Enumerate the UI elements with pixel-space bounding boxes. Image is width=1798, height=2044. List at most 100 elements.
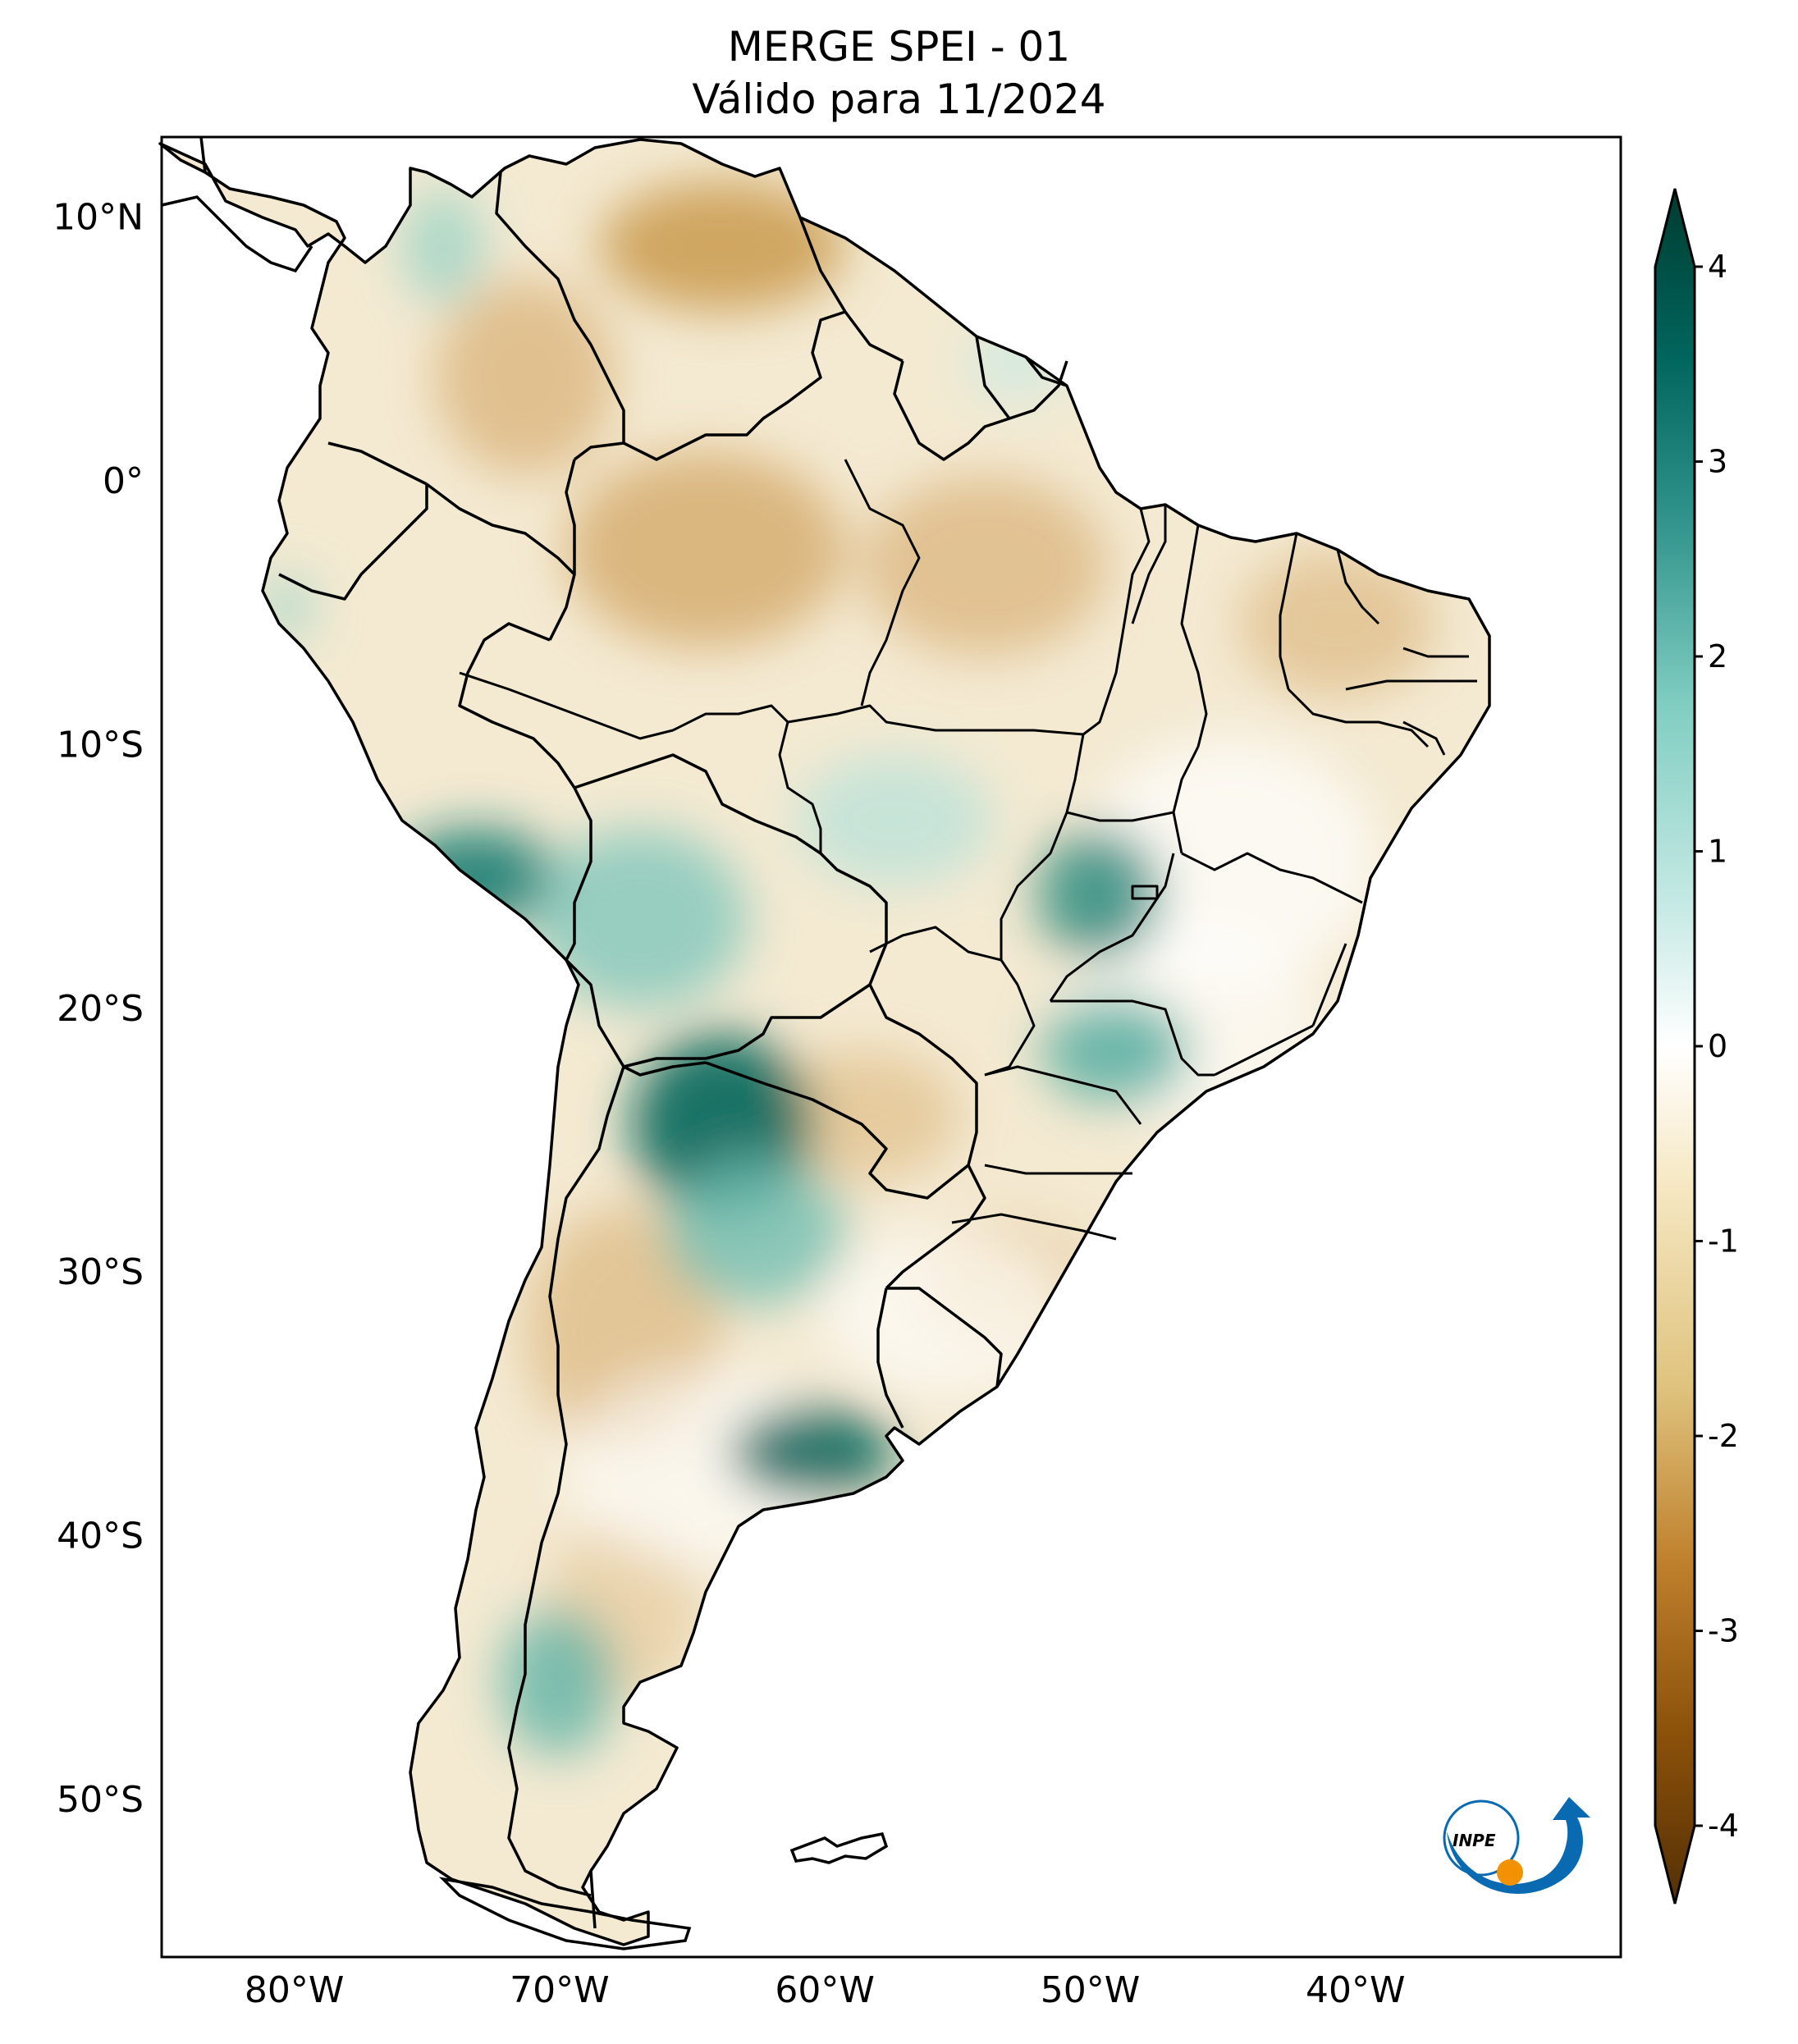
colorbar-ticks: 4 3 2 1 0 -1 -2 -3 -4 (1695, 249, 1739, 1844)
wet-patch-sao-paulo (1042, 997, 1190, 1104)
border-colombia-peru (425, 482, 576, 576)
state-border-paraiba-pernambuco (1345, 679, 1477, 691)
border-paraguay-brazil (868, 984, 978, 1166)
state-border-amazonas-mato-grosso (787, 704, 1084, 736)
state-border-para-tocantins (1082, 508, 1151, 736)
state-border-santa-catarina-rs (951, 1213, 1117, 1241)
state-borders (459, 459, 1477, 1241)
wet-patch-argentina-north (665, 1157, 845, 1305)
colorbar-tick-label: 2 (1708, 638, 1727, 674)
border-suriname-guiana (975, 336, 1068, 420)
state-border-sao-paulo-parana (984, 1065, 1142, 1125)
border-venezuela-guyana (798, 217, 904, 363)
state-border-goias-mato-grosso (1000, 812, 1068, 960)
lon-tick-label: 60°W (775, 1969, 875, 2011)
state-border-minas-rio (1214, 1024, 1314, 1077)
lon-tick-label: 40°W (1306, 1969, 1406, 2011)
state-border-goias-minas (1049, 853, 1175, 1002)
lat-tick-label: 10°N (53, 196, 144, 238)
state-border-piaui-ceara (1279, 533, 1298, 690)
border-guiana-brazil (1024, 355, 1068, 387)
central-america-outline (161, 195, 313, 273)
state-border-tocantins-bahia (1172, 746, 1200, 854)
state-border-minas-espirito-santo (1311, 943, 1347, 1027)
colorbar-tick-label: -3 (1708, 1613, 1739, 1649)
border-paraguay-argentina (705, 1061, 970, 1200)
border-ecuador-peru (278, 484, 428, 601)
lon-tick-label: 70°W (510, 1969, 610, 2011)
dry-patch-venezuela (599, 181, 845, 312)
state-border-ceara-rn (1336, 549, 1380, 625)
lon-tick-label: 50°W (1041, 1969, 1141, 2011)
longitude-ticks: 80°W 70°W 60°W 50°W 40°W (245, 1969, 1406, 2011)
border-colombia-venezuela (495, 171, 625, 461)
state-border-rondonia-mato-grosso (778, 721, 822, 853)
state-border-para-maranhao (1131, 505, 1167, 624)
border-argentina-brazil (885, 1164, 986, 1290)
border-chile-argentina (507, 1066, 625, 1897)
country-borders (278, 171, 1068, 1929)
neutral-patch-south (821, 1231, 1067, 1395)
lat-tick-label: 40°S (57, 1516, 144, 1557)
state-border-rn-paraiba (1402, 647, 1469, 658)
map-title-line2: Válido para 11/2024 (692, 75, 1106, 123)
inpe-logo-swoosh (1447, 1797, 1590, 1894)
lat-tick-label: 30°S (57, 1251, 144, 1293)
lat-tick-label: 0° (103, 460, 144, 502)
wet-patch-colombia-coast (402, 189, 484, 304)
dry-patch-colombia (435, 279, 615, 476)
dry-patch-northeast (1239, 550, 1436, 697)
colorbar-body (1654, 188, 1696, 1905)
dry-patch-amazon-west (566, 451, 845, 648)
border-bolivia-argentina (623, 1061, 707, 1077)
border-colombia-ecuador (327, 441, 428, 486)
lat-tick-label: 20°S (57, 988, 144, 1030)
colorbar-tick-label: 0 (1708, 1028, 1727, 1064)
colorbar-tick-label: -2 (1708, 1418, 1739, 1454)
lat-tick-label: 10°S (57, 724, 144, 766)
border-tierra-del-fuego (589, 1870, 597, 1929)
state-border-pernambuco-bahia (1287, 688, 1430, 748)
state-border-bahia-minas (1181, 852, 1363, 904)
falkland-islands (789, 1831, 889, 1864)
dry-patch-paraguay (763, 1050, 960, 1182)
inpe-logo-orbit (1443, 1799, 1520, 1877)
state-border-parana-santa-catarina (984, 1164, 1132, 1175)
colorbar: 4 3 2 1 0 -1 -2 -3 -4 (1654, 188, 1739, 1905)
border-argentina-uruguay (876, 1287, 904, 1429)
central-america-coast (199, 136, 207, 173)
colorbar-tick-label: -4 (1708, 1808, 1739, 1844)
border-venezuela-brazil (623, 310, 846, 461)
wet-patch-patagonia (501, 1608, 615, 1756)
state-border-tocantins-goias (1066, 811, 1174, 822)
border-peru-brazil (458, 622, 576, 789)
spei-anomalies (263, 181, 1436, 1756)
map-title-line1: MERGE SPEI - 01 (727, 23, 1071, 71)
wet-patch-mato-grosso (796, 755, 993, 886)
state-border-para-mato-grosso (1065, 734, 1085, 813)
dry-patch-amazon-north (862, 476, 1108, 656)
inpe-logo: INPE (1443, 1797, 1590, 1894)
colorbar-tick-label: 4 (1708, 249, 1727, 285)
distrito-federal (1131, 885, 1159, 900)
border-uruguay-brazil (886, 1287, 1003, 1388)
border-colombia-brazil (548, 459, 576, 641)
inpe-logo-text: INPE (1453, 1831, 1496, 1850)
latitude-ticks: 10°N 0° 10°S 20°S 30°S 40°S 50°S (53, 196, 144, 1821)
colorbar-tick-label: 3 (1708, 444, 1727, 480)
colorbar-tick-label: -1 (1708, 1223, 1739, 1260)
state-border-mato-grosso-ms (869, 926, 1019, 985)
map-frame (160, 135, 1622, 1959)
lon-tick-label: 80°W (245, 1969, 345, 2011)
tierra-del-fuego (438, 1877, 692, 1950)
border-bolivia-brazil (574, 753, 888, 985)
lat-tick-label: 50°S (57, 1779, 144, 1821)
colorbar-tick-label: 1 (1708, 834, 1727, 870)
state-border-alagoas-sergipe (1402, 720, 1446, 756)
wet-patch-buenos-aires (730, 1407, 894, 1498)
state-border-amazonas-acre (459, 671, 674, 740)
state-border-maranhao-piaui (1180, 524, 1208, 748)
inpe-logo-dot (1497, 1859, 1523, 1886)
border-guyana-suriname (893, 360, 1010, 461)
